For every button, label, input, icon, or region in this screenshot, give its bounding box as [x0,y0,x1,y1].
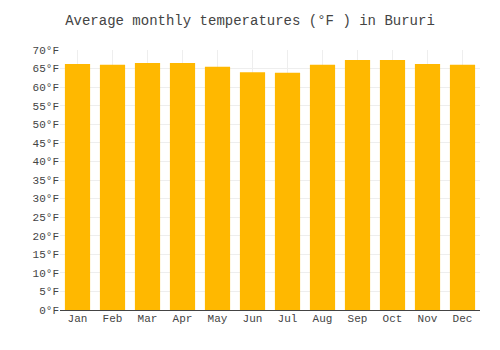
svg-text:55°F: 55°F [33,101,59,113]
svg-text:35°F: 35°F [33,175,59,187]
svg-text:Sep: Sep [348,313,368,325]
svg-text:60°F: 60°F [33,82,59,94]
svg-text:Oct: Oct [383,313,403,325]
svg-text:Jul: Jul [278,313,298,325]
svg-text:20°F: 20°F [33,231,59,243]
svg-text:Apr: Apr [173,313,193,325]
svg-text:30°F: 30°F [33,193,59,205]
svg-text:50°F: 50°F [33,119,59,131]
svg-text:Average monthly temperatures (: Average monthly temperatures (°F ) in Bu… [65,13,435,29]
svg-text:May: May [208,313,228,325]
svg-text:Jan: Jan [68,313,88,325]
svg-text:Mar: Mar [138,313,158,325]
svg-text:70°F: 70°F [33,45,59,57]
svg-text:Jun: Jun [243,313,263,325]
svg-text:15°F: 15°F [33,249,59,261]
svg-text:Dec: Dec [453,313,473,325]
svg-text:Nov: Nov [418,313,438,325]
svg-text:10°F: 10°F [33,268,59,280]
svg-text:25°F: 25°F [33,212,59,224]
svg-text:40°F: 40°F [33,156,59,168]
svg-text:0°F: 0°F [39,305,59,317]
svg-text:65°F: 65°F [33,63,59,75]
svg-text:45°F: 45°F [33,138,59,150]
svg-text:5°F: 5°F [39,286,59,298]
svg-text:Aug: Aug [313,313,333,325]
svg-text:Feb: Feb [103,313,123,325]
